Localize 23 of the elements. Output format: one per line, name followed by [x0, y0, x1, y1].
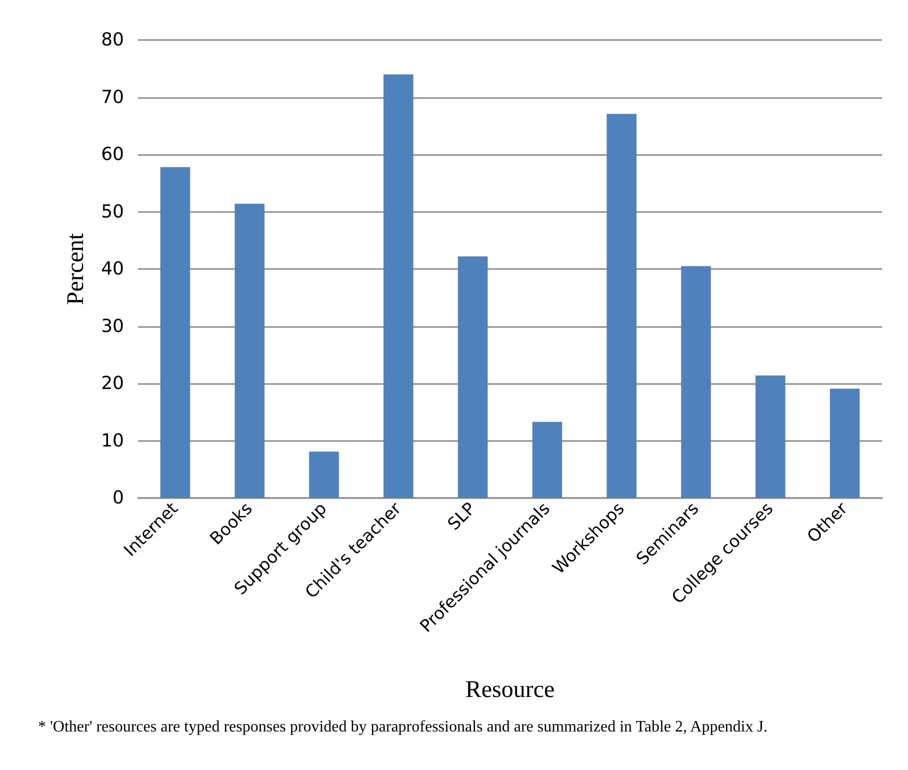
- y-tick-label: 10: [101, 430, 124, 452]
- y-tick-label: 70: [101, 86, 124, 108]
- y-tick-label: 40: [101, 258, 124, 280]
- bar: [458, 256, 488, 498]
- y-tick-label: 20: [101, 373, 124, 394]
- bar: [756, 375, 786, 498]
- bar: [681, 266, 711, 498]
- y-tick-label: 80: [101, 30, 124, 50]
- bar: [309, 452, 339, 498]
- bar: [532, 422, 562, 498]
- y-axis-title: Percent: [63, 232, 89, 305]
- y-tick-label: 0: [112, 488, 124, 508]
- x-tick-label: SLP: [444, 498, 480, 535]
- bar: [606, 114, 636, 498]
- bar: [830, 388, 860, 498]
- y-tick-label: 60: [101, 144, 124, 165]
- x-axis-title: Resource: [465, 677, 555, 703]
- y-tick-label: 50: [101, 201, 124, 222]
- bar: [384, 74, 414, 498]
- text: * 'Other' resources are typed responses provided by paraprofessionals and are summarized in Table 2, Appendix J.: [38, 718, 768, 736]
- bar: [160, 167, 190, 498]
- y-tick-label: 30: [101, 316, 124, 337]
- bar: [234, 204, 264, 498]
